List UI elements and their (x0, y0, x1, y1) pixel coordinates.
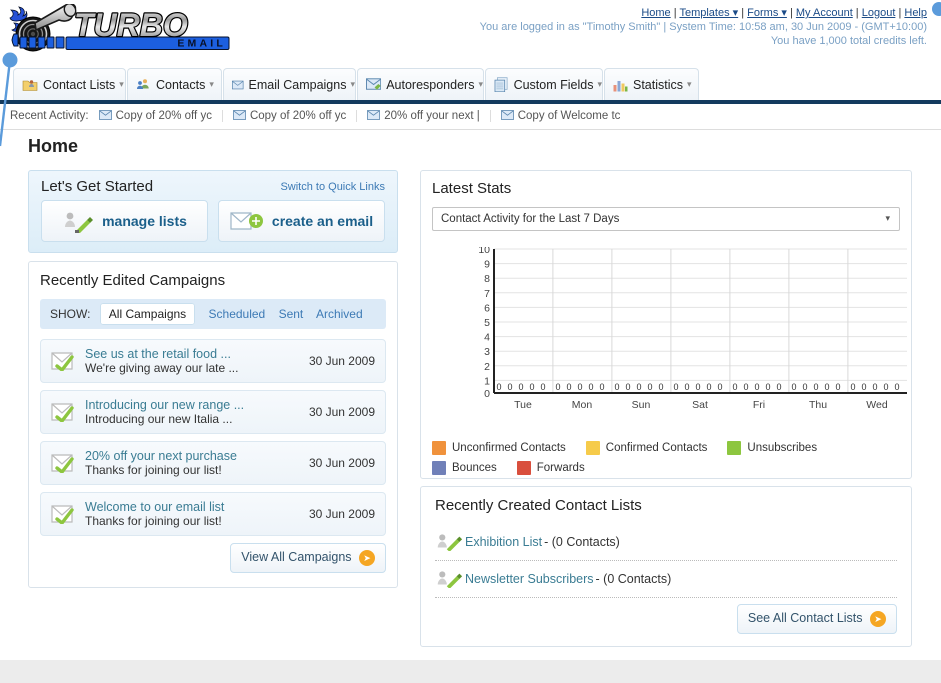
svg-text:8: 8 (484, 273, 490, 285)
svg-text:6: 6 (484, 302, 490, 314)
svg-text:5: 5 (484, 317, 490, 329)
svg-text:0: 0 (765, 382, 770, 392)
svg-text:0: 0 (835, 382, 840, 392)
svg-text:0: 0 (566, 382, 571, 392)
svg-text:Fri: Fri (753, 399, 765, 411)
svg-text:0: 0 (791, 382, 796, 392)
svg-text:0: 0 (872, 382, 877, 392)
svg-text:0: 0 (706, 382, 711, 392)
svg-text:0: 0 (507, 382, 512, 392)
svg-text:0: 0 (496, 382, 501, 392)
svg-text:0: 0 (599, 382, 604, 392)
svg-text:1: 1 (484, 375, 490, 387)
svg-text:0: 0 (684, 382, 689, 392)
svg-text:Tue: Tue (514, 399, 532, 411)
svg-text:10: 10 (478, 247, 490, 256)
svg-text:0: 0 (647, 382, 652, 392)
svg-text:0: 0 (673, 382, 678, 392)
svg-text:Sun: Sun (632, 399, 651, 411)
svg-text:TURBO: TURBO (74, 7, 188, 43)
svg-text:0: 0 (743, 382, 748, 392)
svg-text:0: 0 (861, 382, 866, 392)
svg-text:0: 0 (529, 382, 534, 392)
svg-text:0: 0 (577, 382, 582, 392)
svg-text:0: 0 (540, 382, 545, 392)
svg-text:7: 7 (484, 288, 490, 300)
svg-text:0: 0 (614, 382, 619, 392)
svg-text:0: 0 (695, 382, 700, 392)
svg-text:Mon: Mon (572, 399, 593, 411)
svg-text:0: 0 (850, 382, 855, 392)
svg-text:3: 3 (484, 346, 490, 358)
svg-text:0: 0 (813, 382, 818, 392)
svg-text:0: 0 (588, 382, 593, 392)
svg-text:Thu: Thu (809, 399, 827, 411)
svg-text:0: 0 (883, 382, 888, 392)
svg-text:0: 0 (732, 382, 737, 392)
svg-text:0: 0 (555, 382, 560, 392)
svg-text:Sat: Sat (692, 399, 708, 411)
svg-text:0: 0 (658, 382, 663, 392)
svg-text:Wed: Wed (866, 399, 888, 411)
svg-text:0: 0 (802, 382, 807, 392)
svg-text:0: 0 (484, 388, 490, 400)
svg-text:0: 0 (625, 382, 630, 392)
svg-text:4: 4 (484, 332, 490, 344)
svg-text:0: 0 (824, 382, 829, 392)
svg-text:0: 0 (776, 382, 781, 392)
svg-text:0: 0 (754, 382, 759, 392)
svg-text:0: 0 (518, 382, 523, 392)
svg-text:9: 9 (484, 259, 490, 271)
svg-text:0: 0 (636, 382, 641, 392)
svg-text:2: 2 (484, 361, 490, 373)
svg-text:0: 0 (894, 382, 899, 392)
svg-text:0: 0 (717, 382, 722, 392)
